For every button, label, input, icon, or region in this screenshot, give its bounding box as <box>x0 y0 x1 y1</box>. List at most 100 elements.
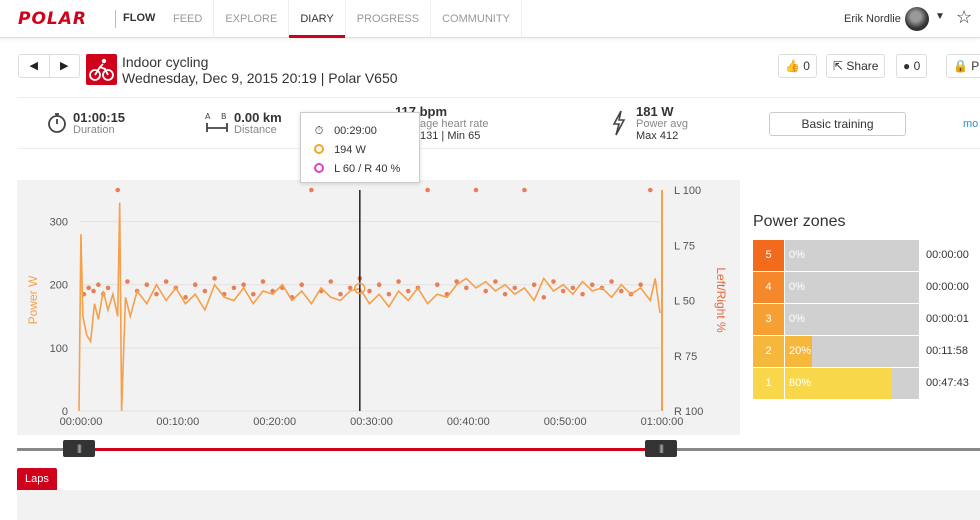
x-tick-label: 00:30:00 <box>350 416 393 428</box>
summary-strip: 01:00:15 Duration A B 0.00 km Distance 1… <box>17 97 980 149</box>
zone-time: 00:00:00 <box>926 281 969 293</box>
stopwatch-icon: ⏱ <box>314 125 324 137</box>
cursor-marker <box>354 282 366 295</box>
zone-percent: 0% <box>789 281 805 293</box>
timeline-start-handle[interactable]: ||| <box>63 440 95 457</box>
balance-point <box>541 295 547 300</box>
balance-point <box>638 282 643 288</box>
nav-progress[interactable]: PROGRESS <box>346 0 432 38</box>
power-chart[interactable]: 0 100 200 300 L 100 L 75 L 50 R 75 R 100 00:00:00… <box>0 180 745 435</box>
balance-point <box>183 295 188 300</box>
avatar[interactable] <box>905 7 929 31</box>
balance-point <box>473 187 479 193</box>
share-button[interactable]: ⇱ Share <box>826 54 886 78</box>
balance-point <box>260 279 266 284</box>
balance-point <box>105 285 111 291</box>
chart-background <box>17 180 740 435</box>
balance-point <box>502 291 508 297</box>
zone-percent: 80% <box>789 377 812 389</box>
zone-bar-track: 0% <box>785 272 919 303</box>
previous-session-button[interactable]: ◀ <box>19 55 50 77</box>
heart-rate-label: age heart rate <box>420 118 489 130</box>
top-navigation-bar: POLAR FLOW FEED EXPLORE DIARY PROGRESS C… <box>0 0 980 38</box>
nav-community[interactable]: COMMUNITY <box>431 0 522 38</box>
balance-point <box>86 285 91 291</box>
privacy-button[interactable]: 🔒 Pr <box>946 54 980 78</box>
zone-time: 00:00:01 <box>926 313 969 325</box>
power-max-value: Max 412 <box>636 130 679 142</box>
comment-button[interactable]: ● 0 <box>896 54 928 78</box>
y2-tick-label: R 100 <box>674 406 703 418</box>
y-axis-label: Power W <box>26 275 40 324</box>
zone-percent: 0% <box>789 313 805 325</box>
y2-tick-label: L 75 <box>674 240 695 252</box>
balance-point <box>309 187 314 193</box>
balance-point <box>531 282 537 288</box>
nav-feed[interactable]: FEED <box>162 0 215 38</box>
flow-label: FLOW <box>123 12 156 24</box>
balance-point <box>609 279 614 284</box>
zone-bar-track: 0% <box>785 240 919 271</box>
more-link[interactable]: mo <box>963 118 979 130</box>
zone-bar-track: 20% <box>785 336 919 367</box>
zone-time: 00:00:00 <box>926 249 969 261</box>
balance-point <box>192 282 198 288</box>
duration-label: Duration <box>73 124 115 136</box>
balance-point <box>231 285 237 291</box>
balance-point <box>570 285 576 291</box>
balance-point <box>96 282 101 288</box>
power-series-line <box>78 202 661 412</box>
power-avg-value: 181 W <box>636 104 674 119</box>
nav-explore[interactable]: EXPLORE <box>214 0 290 38</box>
nav-diary[interactable]: DIARY <box>289 0 346 38</box>
balance-point <box>454 279 459 284</box>
balance-point <box>493 279 498 284</box>
balance-point <box>386 291 392 297</box>
polar-logo[interactable]: POLAR <box>18 9 87 29</box>
balance-point <box>115 187 121 193</box>
balance-point <box>241 282 246 288</box>
balance-point <box>551 279 556 284</box>
star-icon[interactable]: ☆ <box>956 7 973 27</box>
distance-value: 0.00 km <box>234 110 282 125</box>
zone-percent: 0% <box>789 249 805 261</box>
y-tick-label: 100 <box>50 343 68 355</box>
main-nav: FEED EXPLORE DIARY PROGRESS COMMUNITY <box>162 0 522 38</box>
x-tick-label: 01:00:00 <box>641 416 684 428</box>
balance-point <box>425 187 430 193</box>
like-button[interactable]: 👍 0 <box>778 54 817 78</box>
next-session-button[interactable]: ▶ <box>60 60 69 72</box>
y-tick-label: 0 <box>62 406 68 418</box>
zone-number: 3 <box>753 304 784 335</box>
balance-point <box>522 187 527 193</box>
balance-point <box>512 285 518 291</box>
balance-point <box>405 288 411 294</box>
user-name[interactable]: Erik Nordlie <box>844 13 901 25</box>
zone-number: 1 <box>753 368 784 399</box>
timeline-selection[interactable] <box>79 448 661 451</box>
balance-point <box>483 288 489 294</box>
stopwatch-icon <box>48 113 66 133</box>
balance-point <box>91 288 96 294</box>
basic-training-button[interactable]: Basic training <box>769 112 906 136</box>
thumbs-up-icon: 👍 <box>785 59 800 73</box>
chevron-down-icon[interactable]: ▼ <box>935 11 945 22</box>
x-tick-label: 00:20:00 <box>253 416 296 428</box>
x-tick-label: 00:10:00 <box>156 416 199 428</box>
balance-point <box>648 187 653 193</box>
timeline-end-handle[interactable]: ||| <box>645 440 677 457</box>
balance-point <box>144 282 150 288</box>
balance-point <box>618 288 624 294</box>
balance-point <box>367 288 372 294</box>
logo-divider <box>115 10 116 28</box>
balance-point <box>212 276 217 281</box>
comment-count: 0 <box>913 59 921 73</box>
balance-point <box>338 291 343 297</box>
svg-text:A: A <box>205 112 211 121</box>
zone-bar-track: 80% <box>785 368 919 399</box>
lock-icon: 🔒 <box>953 59 968 73</box>
zone-bar-fill <box>785 368 893 399</box>
laps-tab[interactable]: Laps <box>17 468 57 490</box>
balance-point <box>328 279 334 284</box>
tooltip-balance: L 60 / R 40 % <box>334 163 401 175</box>
